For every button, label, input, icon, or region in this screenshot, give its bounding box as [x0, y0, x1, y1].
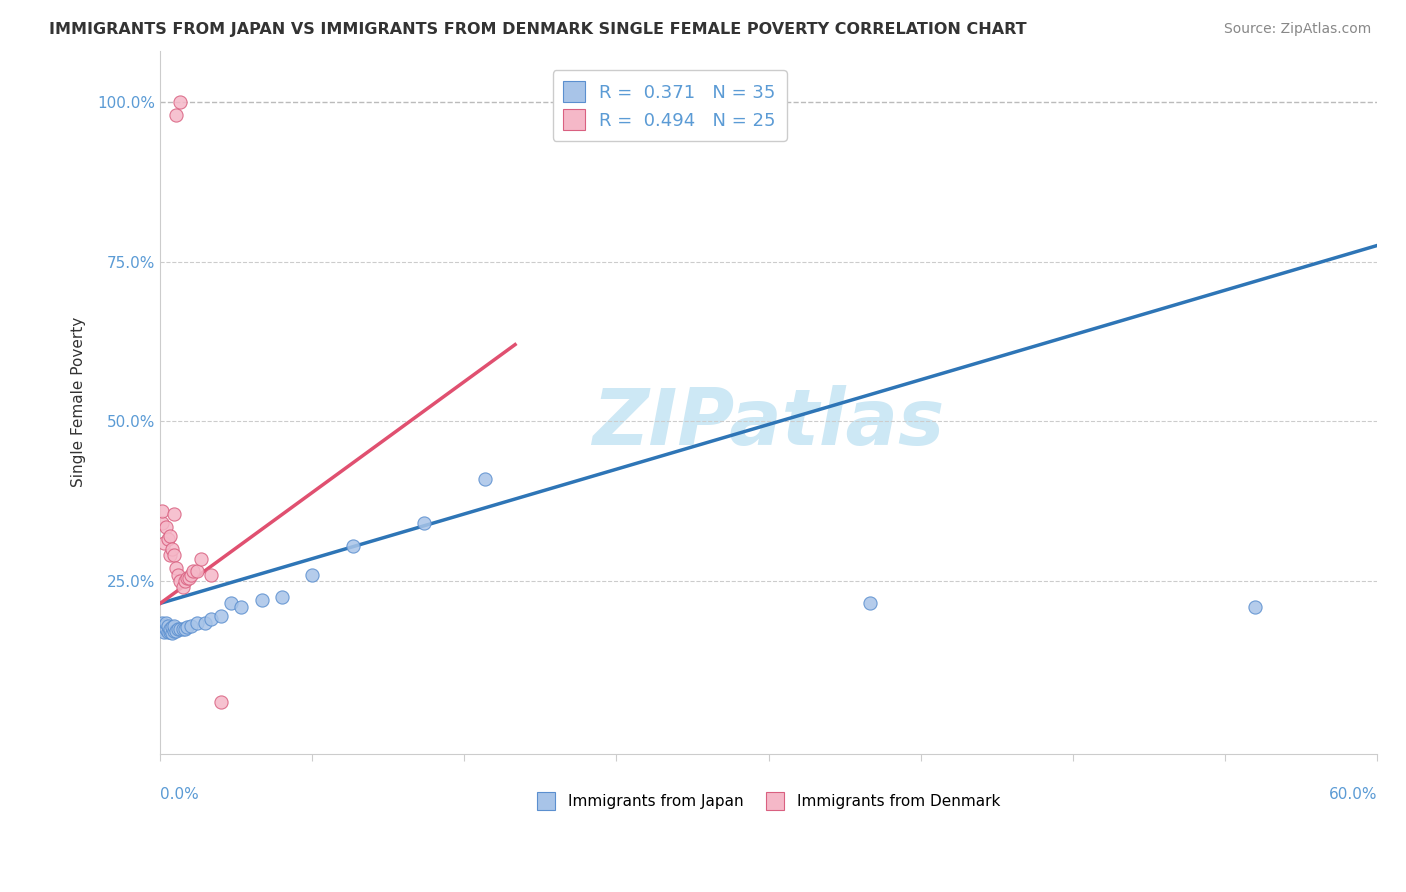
- Point: [342, 539, 364, 553]
- Point: [219, 596, 242, 610]
- Point: [176, 620, 198, 634]
- Point: [1244, 599, 1267, 614]
- Point: [200, 567, 222, 582]
- Text: ZIPatlas: ZIPatlas: [592, 385, 945, 461]
- Point: [159, 549, 181, 563]
- Point: [159, 622, 181, 636]
- Point: [270, 590, 292, 604]
- Point: [153, 618, 176, 632]
- Text: Source: ZipAtlas.com: Source: ZipAtlas.com: [1223, 22, 1371, 37]
- Point: [162, 626, 184, 640]
- Point: [163, 507, 186, 521]
- Point: [150, 504, 173, 518]
- Point: [250, 593, 273, 607]
- Point: [157, 625, 180, 640]
- Point: [163, 624, 186, 638]
- Point: [169, 574, 191, 588]
- Point: [200, 612, 222, 626]
- Point: [162, 542, 184, 557]
- Point: [180, 567, 202, 582]
- Point: [209, 695, 232, 709]
- Point: [153, 535, 176, 549]
- Point: [157, 533, 180, 547]
- Point: [194, 615, 217, 630]
- Point: [859, 596, 882, 610]
- Point: [165, 561, 187, 575]
- Point: [167, 622, 190, 636]
- Text: IMMIGRANTS FROM JAPAN VS IMMIGRANTS FROM DENMARK SINGLE FEMALE POVERTY CORRELATI: IMMIGRANTS FROM JAPAN VS IMMIGRANTS FROM…: [49, 22, 1026, 37]
- Point: [172, 622, 194, 636]
- Point: [169, 622, 191, 636]
- Y-axis label: Single Female Poverty: Single Female Poverty: [72, 317, 86, 487]
- Point: [180, 618, 202, 632]
- Point: [163, 618, 186, 632]
- Text: 60.0%: 60.0%: [1329, 788, 1376, 802]
- Point: [162, 620, 184, 634]
- Point: [150, 622, 173, 636]
- Point: [186, 615, 208, 630]
- Point: [172, 581, 194, 595]
- Point: [173, 574, 195, 588]
- Point: [155, 615, 177, 630]
- Point: [163, 549, 186, 563]
- Point: [209, 609, 232, 624]
- Point: [474, 472, 496, 486]
- Point: [167, 567, 190, 582]
- Point: [157, 618, 180, 632]
- Point: [173, 622, 195, 636]
- Point: [301, 567, 323, 582]
- Point: [159, 529, 181, 543]
- Text: 0.0%: 0.0%: [160, 788, 200, 802]
- Point: [412, 516, 434, 531]
- Point: [190, 551, 212, 566]
- Point: [159, 625, 181, 640]
- Legend: Immigrants from Japan, Immigrants from Denmark: Immigrants from Japan, Immigrants from D…: [531, 786, 1007, 816]
- Point: [155, 519, 177, 533]
- Point: [169, 95, 191, 109]
- Point: [150, 516, 173, 531]
- Point: [176, 571, 198, 585]
- Point: [181, 565, 204, 579]
- Point: [165, 107, 187, 121]
- Point: [155, 622, 177, 636]
- Point: [153, 625, 176, 640]
- Point: [177, 571, 200, 585]
- Point: [165, 624, 187, 638]
- Point: [231, 599, 253, 614]
- Point: [186, 565, 208, 579]
- Point: [150, 615, 173, 630]
